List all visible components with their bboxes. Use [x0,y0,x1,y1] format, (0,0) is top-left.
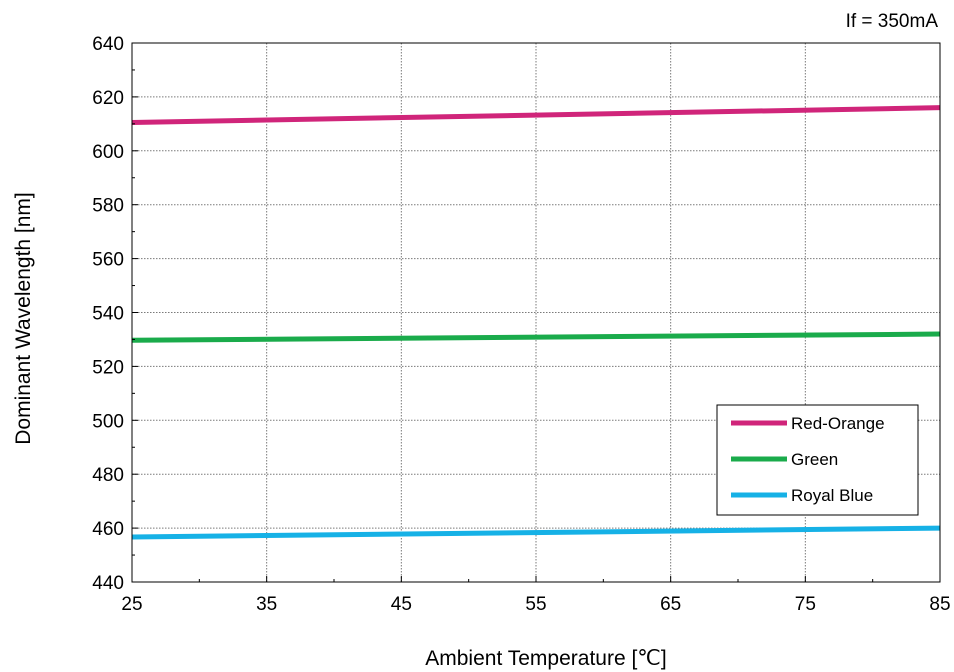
y-tick-label: 440 [92,573,124,594]
series-lines [131,105,941,540]
y-tick-label: 520 [92,357,124,378]
series-line-green [131,331,941,343]
y-tick-label: 640 [92,34,124,55]
y-tick-label: 580 [92,196,124,217]
current-annotation: If = 350mA [846,11,939,32]
x-tick-label: 35 [256,594,277,615]
y-tick-label: 460 [92,519,124,540]
y-tick-label: 480 [92,465,124,486]
legend-label: Red-Orange [791,414,885,433]
legend-label: Royal Blue [791,486,873,505]
y-tick-label: 620 [92,88,124,109]
x-tick-label: 25 [121,594,142,615]
legend-label: Green [791,450,838,469]
series-line-royal-blue [131,525,941,540]
y-tick-label: 600 [92,142,124,163]
x-tick-label: 55 [525,594,546,615]
y-tick-label: 540 [92,304,124,325]
y-tick-label: 500 [92,411,124,432]
y-axis-title: Dominant Wavelength [nm] [12,192,35,445]
x-tick-label: 75 [795,594,816,615]
axis-ticks: 440 460 480 500 520 540 560 580 600 620 640 25 35 45 5… [92,34,950,615]
x-axis-title: Ambient Temperature [℃] [425,647,666,670]
x-tick-label: 45 [391,594,412,615]
y-tick-label: 560 [92,250,124,271]
x-tick-label: 65 [660,594,681,615]
x-tick-label: 85 [929,594,950,615]
legend: Red-Orange Green Royal Blue [716,404,919,516]
series-line-red-orange [131,105,941,126]
